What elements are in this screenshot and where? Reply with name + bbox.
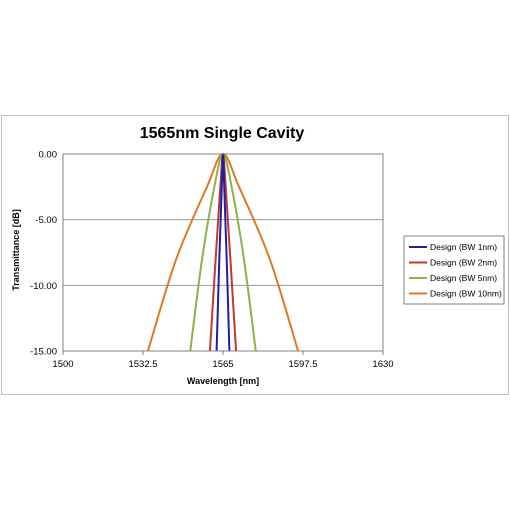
x-axis-label: Wavelength [nm] [187, 376, 259, 386]
legend-label: Design (BW 5nm) [430, 273, 497, 283]
series-line-bw-10nm [146, 153, 300, 352]
legend-label: Design (BW 10nm) [430, 289, 502, 299]
legend-label: Design (BW 2nm) [430, 258, 497, 268]
grid-lines [63, 153, 383, 352]
chart-frame: 1565nm Single Cavity 0.00 -5.00 -10.00 -15.… [1, 115, 509, 395]
series-line-bw-5nm [189, 153, 257, 352]
x-tick-label: 1500 [52, 359, 73, 370]
series-group [146, 153, 300, 352]
chart-legend: Design (BW 1nm) Design (BW 2nm) Design (BW… [403, 235, 505, 305]
series-line-bw-1nm [215, 153, 231, 352]
series-line-bw-2nm [208, 153, 238, 352]
legend-label: Design (BW 1nm) [430, 242, 497, 252]
plot-area [62, 153, 384, 352]
y-tick-label: -15.00 [30, 347, 57, 358]
y-axis-label: Transmittance [dB] [11, 209, 21, 291]
x-tick-label: 1532.5 [128, 359, 157, 370]
x-tick-label: 1597.5 [288, 359, 317, 370]
x-tick-label: 1565 [212, 359, 233, 370]
y-tick-label: -10.00 [30, 281, 57, 292]
transmittance-chart: 1565nm Single Cavity 0.00 -5.00 -10.00 -15.… [11, 125, 505, 386]
y-tick-label: 0.00 [39, 150, 58, 161]
y-tick-label: -5.00 [35, 215, 57, 226]
x-tick-label: 1630 [372, 359, 393, 370]
chart-title: 1565nm Single Cavity [140, 125, 305, 142]
